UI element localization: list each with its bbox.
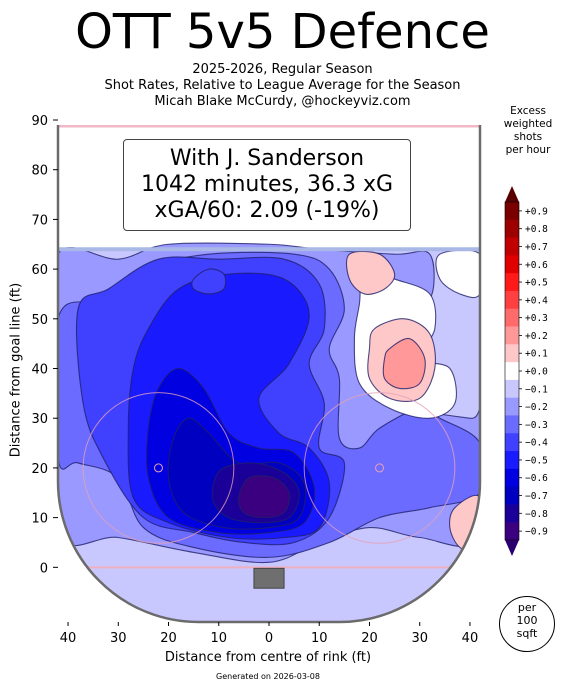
x-tick-label: 30 bbox=[110, 631, 127, 646]
heatmap-contour bbox=[345, 250, 396, 295]
y-tick-label: 90 bbox=[31, 114, 48, 129]
subtitle-description: Shot Rates, Relative to League Average f… bbox=[104, 78, 461, 93]
y-tick-label: 60 bbox=[31, 263, 48, 278]
colorbar-swatch bbox=[505, 202, 519, 221]
heatmap-contour bbox=[191, 268, 227, 295]
colorbar-label: +0.0 bbox=[525, 367, 548, 378]
faceoff-dot bbox=[153, 463, 163, 473]
per-unit-badge: per 100 sqft bbox=[499, 596, 555, 652]
colorbar-swatch bbox=[505, 362, 519, 381]
colorbar-title: Excess weighted shots per hour bbox=[494, 105, 562, 157]
y-tick-label: 70 bbox=[31, 213, 48, 228]
colorbar-label: +0.1 bbox=[525, 349, 548, 360]
x-tick-label: 40 bbox=[462, 631, 479, 646]
x-tick-label: 20 bbox=[361, 631, 378, 646]
colorbar-swatch bbox=[505, 468, 519, 488]
colorbar-swatch bbox=[505, 522, 519, 541]
x-tick-label: 0 bbox=[265, 631, 273, 646]
colorbar-label: −0.7 bbox=[525, 491, 548, 502]
x-tick-label: 40 bbox=[60, 631, 77, 646]
colorbar-swatch bbox=[505, 451, 519, 470]
y-tick-label: 0 bbox=[40, 561, 48, 576]
x-tick-label: 30 bbox=[411, 631, 428, 646]
colorbar-label: +0.4 bbox=[525, 295, 548, 306]
colorbar-swatch bbox=[505, 486, 519, 505]
summary-minutes: 1042 minutes, 36.3 xG bbox=[140, 172, 394, 197]
summary-xga: xGA/60: 2.09 (-19%) bbox=[154, 198, 380, 223]
y-tick-label: 10 bbox=[31, 512, 48, 527]
faceoff-dot bbox=[375, 463, 385, 473]
colorbar-title-line: per hour bbox=[505, 144, 551, 156]
colorbar-top-arrow bbox=[505, 186, 519, 202]
colorbar-label: +0.8 bbox=[525, 224, 548, 235]
colorbar-label: +0.3 bbox=[525, 313, 548, 324]
colorbar-swatch bbox=[505, 504, 519, 523]
per-unit-line: 100 bbox=[516, 614, 538, 627]
generated-date: Generated on 2026-03-08 bbox=[216, 672, 320, 681]
y-tick-label: 40 bbox=[31, 363, 48, 378]
summary-player: With J. Sanderson bbox=[169, 146, 365, 171]
colorbar-label: −0.5 bbox=[525, 455, 548, 466]
colorbar-label: +0.5 bbox=[525, 278, 548, 289]
colorbar-title-line: weighted bbox=[503, 118, 553, 130]
colorbar-swatch bbox=[505, 326, 519, 345]
colorbar-label: −0.1 bbox=[525, 384, 548, 395]
per-unit-line: per bbox=[517, 601, 537, 614]
faceoff-circle bbox=[82, 392, 235, 544]
x-tick-label: 10 bbox=[210, 631, 227, 646]
heatmap-contour bbox=[238, 475, 291, 519]
y-tick-label: 30 bbox=[31, 412, 48, 427]
colorbar-label: −0.4 bbox=[525, 438, 548, 449]
subtitle-author: Micah Blake McCurdy, @hockeyviz.com bbox=[154, 94, 411, 109]
colorbar-label: +0.9 bbox=[525, 206, 548, 217]
heatmap-contour bbox=[435, 249, 480, 299]
heatmap-contour bbox=[382, 337, 426, 390]
y-axis-label: Distance from goal line (ft) bbox=[8, 282, 24, 458]
y-tick-label: 20 bbox=[31, 462, 48, 477]
colorbar-label: +0.2 bbox=[525, 331, 548, 342]
x-tick-label: 10 bbox=[311, 631, 328, 646]
colorbar-label: −0.6 bbox=[525, 473, 548, 484]
chart-title: OTT 5v5 Defence bbox=[75, 4, 490, 60]
colorbar-swatch bbox=[505, 255, 519, 274]
goal-net bbox=[253, 567, 285, 589]
colorbar-swatch bbox=[505, 219, 519, 239]
per-unit-line: sqft bbox=[516, 627, 538, 640]
colorbar-swatch bbox=[505, 237, 519, 256]
faceoff-circle bbox=[303, 392, 456, 544]
colorbar-label: −0.3 bbox=[525, 420, 548, 431]
colorbar-title-line: Excess bbox=[510, 105, 546, 117]
summary-box: With J. Sanderson 1042 minutes, 36.3 xG … bbox=[123, 139, 411, 231]
colorbar-label: −0.9 bbox=[525, 527, 548, 538]
colorbar-label: +0.6 bbox=[525, 260, 548, 271]
colorbar-swatch bbox=[505, 379, 519, 399]
colorbar-swatch bbox=[505, 433, 519, 452]
colorbar-label: −0.2 bbox=[525, 402, 548, 413]
colorbar-swatch bbox=[505, 308, 519, 328]
colorbar-swatch bbox=[505, 290, 519, 310]
colorbar-label: −0.8 bbox=[525, 509, 548, 520]
colorbar-swatch bbox=[505, 344, 519, 363]
colorbar-label: +0.7 bbox=[525, 242, 548, 253]
x-axis-label: Distance from centre of rink (ft) bbox=[164, 650, 372, 665]
colorbar-swatch bbox=[505, 397, 519, 416]
x-tick-label: 20 bbox=[160, 631, 177, 646]
colorbar-swatch bbox=[505, 415, 519, 434]
y-tick-label: 50 bbox=[31, 313, 48, 328]
subtitle-season: 2025-2026, Regular Season bbox=[192, 62, 373, 77]
y-tick-label: 80 bbox=[31, 164, 48, 179]
colorbar-swatch bbox=[505, 273, 519, 292]
colorbar-bottom-arrow bbox=[505, 540, 519, 556]
colorbar-title-line: shots bbox=[513, 131, 543, 143]
heatmap-layer bbox=[58, 124, 480, 622]
